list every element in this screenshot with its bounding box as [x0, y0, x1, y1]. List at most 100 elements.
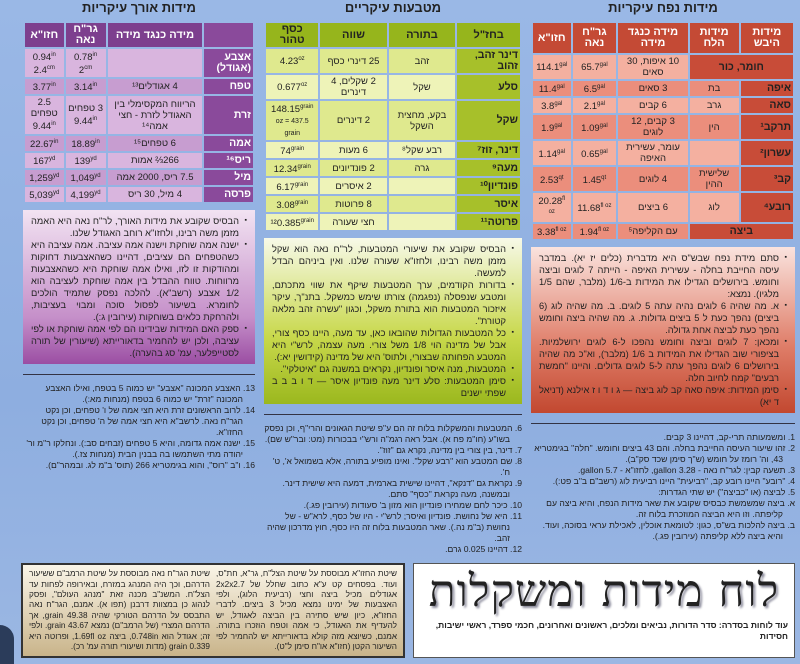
- unit-label: qt: [601, 174, 607, 181]
- footnote: 16. ו"ב "רוס", והוא בגימטריא 266 (תוס' ב…: [45, 460, 255, 471]
- row-label: מעה⁹: [457, 160, 520, 177]
- cell-value: 11.68: [577, 203, 601, 215]
- cell-value: 74: [280, 145, 291, 157]
- cell-value: חומר, כור: [718, 60, 764, 73]
- coins-section: מטבעות עיקריים בחז"ל בתורה שווה כסף טהור דינ…: [264, 0, 522, 555]
- cell-value-secondary: 2cm: [68, 63, 104, 76]
- table-cell: 6 קבים: [618, 98, 688, 114]
- note-item: ספק האם המידות שבידינו הם לפי אמה שוחקת …: [31, 323, 247, 359]
- column-header: מידה כנגד מידה: [107, 23, 203, 47]
- table-cell: 65.7gal: [572, 55, 617, 79]
- row-label: אצבע (אגודל): [204, 49, 253, 78]
- footnote: 13. האצבע המכונה "אצבע" יש כמוה 5 בטפח, …: [45, 383, 255, 405]
- table-row: זרת הריווח המקסימלי בין האגודל לזרת - חצי…: [25, 96, 253, 134]
- volume-section: מידות נפח עיקריות מידות היבש מידות הלח מיד…: [531, 0, 795, 542]
- table-cell: 167yd: [25, 152, 64, 168]
- unit-label: yd: [90, 155, 97, 162]
- title-box: לוח מידות ומשקלות עוד לוחות בסדרה: סדר ה…: [413, 563, 795, 659]
- table-cell: 148.15grain oz = 437.5 grain: [266, 101, 319, 141]
- table-cell: 3.38fl oz: [533, 223, 571, 239]
- table-cell: [388, 196, 456, 213]
- chazon-ish-method: שיטת החזו"א מבוססת על שיטת הצל"ח, גר"א, …: [216, 569, 398, 651]
- table-row: טפח 4 אגודלים¹³ 3.14in 3.77in: [25, 79, 253, 95]
- table-cell: 20.28fl oz: [533, 193, 571, 222]
- column-header: גר"ח נאה: [65, 23, 106, 47]
- cell-value: פרסה: [224, 188, 251, 201]
- table-cell: 1.09gal: [572, 115, 617, 140]
- row-label: פונדיון¹⁰: [457, 178, 520, 195]
- unit-label: grain: [300, 104, 314, 110]
- table-row: רובע⁴ לוג 6 ביצים 11.68fl oz 20.28fl oz: [533, 193, 793, 222]
- volume-table: מידות היבש מידות הלח מידה כנגד מידה גר"ח נא…: [531, 21, 795, 241]
- note-item: הבסיס שקובע את מידות האורך, לר"ח נאה היא…: [31, 215, 247, 239]
- unit-label: in: [92, 52, 98, 58]
- decorative-corner: [0, 625, 14, 664]
- cell-value: 6 קבים: [639, 100, 667, 112]
- cell-value: 4 לוגים: [638, 173, 668, 185]
- table-cell: 11.68fl oz: [572, 193, 617, 222]
- footnote: 11. היא של נחושת. פונדיון ואיסר; לרש"י -…: [266, 511, 522, 544]
- row-label: חומר, כור: [689, 55, 793, 79]
- cell-value: 0.677: [277, 82, 301, 94]
- cell-value: 12.34: [273, 163, 298, 175]
- column-header: חזו"א: [533, 23, 571, 53]
- table-cell: 2 שקלים, 4 דינרים: [320, 75, 387, 99]
- note-item: א. מה שהיה 6 לוגים נהיה עתה 5 לוגים. ב. …: [539, 300, 787, 336]
- cell-value: 114.1: [536, 62, 560, 74]
- table-cell: 2.53qt: [533, 167, 571, 192]
- cell-value: סלע: [498, 80, 518, 93]
- table-cell: רבע שקל⁸: [388, 142, 456, 159]
- cell-value: סאה: [769, 99, 791, 112]
- unit-label: gal: [599, 148, 608, 155]
- note-item: הבסיס שקובע את שיעורי המטבעות, לר"ח נאה …: [272, 243, 514, 279]
- note-item: סתם מידת נפח שבש"ס היא מדברית (כלים יז י…: [539, 252, 787, 300]
- unit-label: yd: [94, 190, 101, 197]
- table-cell: 139yd: [65, 152, 106, 168]
- footnote: ב. ביצה להלכות בש"ס, כגון: לטומאת אוכלין…: [542, 519, 795, 541]
- row-label: עשרון²: [740, 141, 793, 166]
- table-cell: 4,199yd: [65, 187, 106, 203]
- row-label: מיל: [204, 169, 253, 186]
- cell-value: הין: [708, 121, 720, 133]
- table-cell: 3.14in: [65, 79, 106, 95]
- unit-label: yd: [52, 190, 60, 197]
- table-cell: [388, 178, 456, 195]
- cell-value: 0.94: [32, 52, 52, 64]
- table-row: חומר, כור 10 איפות, 30 סאים 65.7gal 114.1ga…: [533, 55, 793, 79]
- table-cell: 4 מיל, 30 ריס: [107, 187, 203, 203]
- table-cell: 0.65gal: [572, 141, 617, 166]
- main-title: לוח מידות ומשקלות: [428, 566, 780, 618]
- cell-value: 8 פרוטות: [335, 198, 372, 210]
- note-item: ומכאן: 7 לוגים וביצה וחומש נהפכו ל-6 לוג…: [539, 336, 787, 384]
- volume-notes: סתם מידת נפח שבש"ס היא מדברית (כלים יז י…: [531, 246, 795, 413]
- table-row: סאה גרב 6 קבים 2.1gal 3.8gal: [533, 98, 793, 114]
- cell-value-secondary: 9.44in: [68, 114, 104, 127]
- table-row: אמה 6 טפחים¹⁵ 18.89in 22.67in: [25, 135, 253, 151]
- cell-value: 18.89: [71, 138, 96, 150]
- cell-value-secondary: 9.44in: [27, 119, 62, 132]
- cell-value: גרה: [414, 162, 430, 174]
- cell-value: 2 שקלים, 4 דינרים: [331, 76, 376, 98]
- cell-value: 2.53: [539, 174, 559, 186]
- table-cell: 2.1gal: [572, 98, 617, 114]
- note-item: ישנה אמה שוחקת וישנה אמה עציבה. אמה עציב…: [31, 239, 247, 323]
- cell-value: 139: [74, 155, 91, 167]
- row-label: איפה: [740, 81, 793, 97]
- cell-value: 4.23: [279, 56, 299, 68]
- row-label: טפח: [204, 79, 253, 95]
- table-row: שקל בקע, מחצית השקל 2 דינרים 148.15grain oz …: [266, 101, 520, 141]
- table-cell: 0.677oz: [266, 75, 319, 99]
- column-header: מידה כנגד מידה: [618, 23, 688, 53]
- unit-label: in: [92, 115, 98, 122]
- cell-value: 148.15: [271, 104, 301, 116]
- coins-table: בחז"ל בתורה שווה כסף טהור דינר זהב, זהוב זהב 2…: [264, 21, 522, 232]
- table-cell: הין: [689, 115, 739, 140]
- table-cell: עומר, עשירית האיפה: [618, 141, 688, 166]
- table-row: ביצה עם הקליפה⁵ 1.94fl oz 3.38fl oz: [533, 223, 793, 239]
- unit-label: yd: [52, 172, 60, 179]
- unit-label: grain: [300, 217, 314, 224]
- cell-value: 20.28: [538, 196, 563, 208]
- row-label: פרוטה¹¹: [457, 214, 520, 231]
- cell-value: 2.4: [33, 65, 47, 77]
- cell-value: 3.77: [32, 82, 52, 94]
